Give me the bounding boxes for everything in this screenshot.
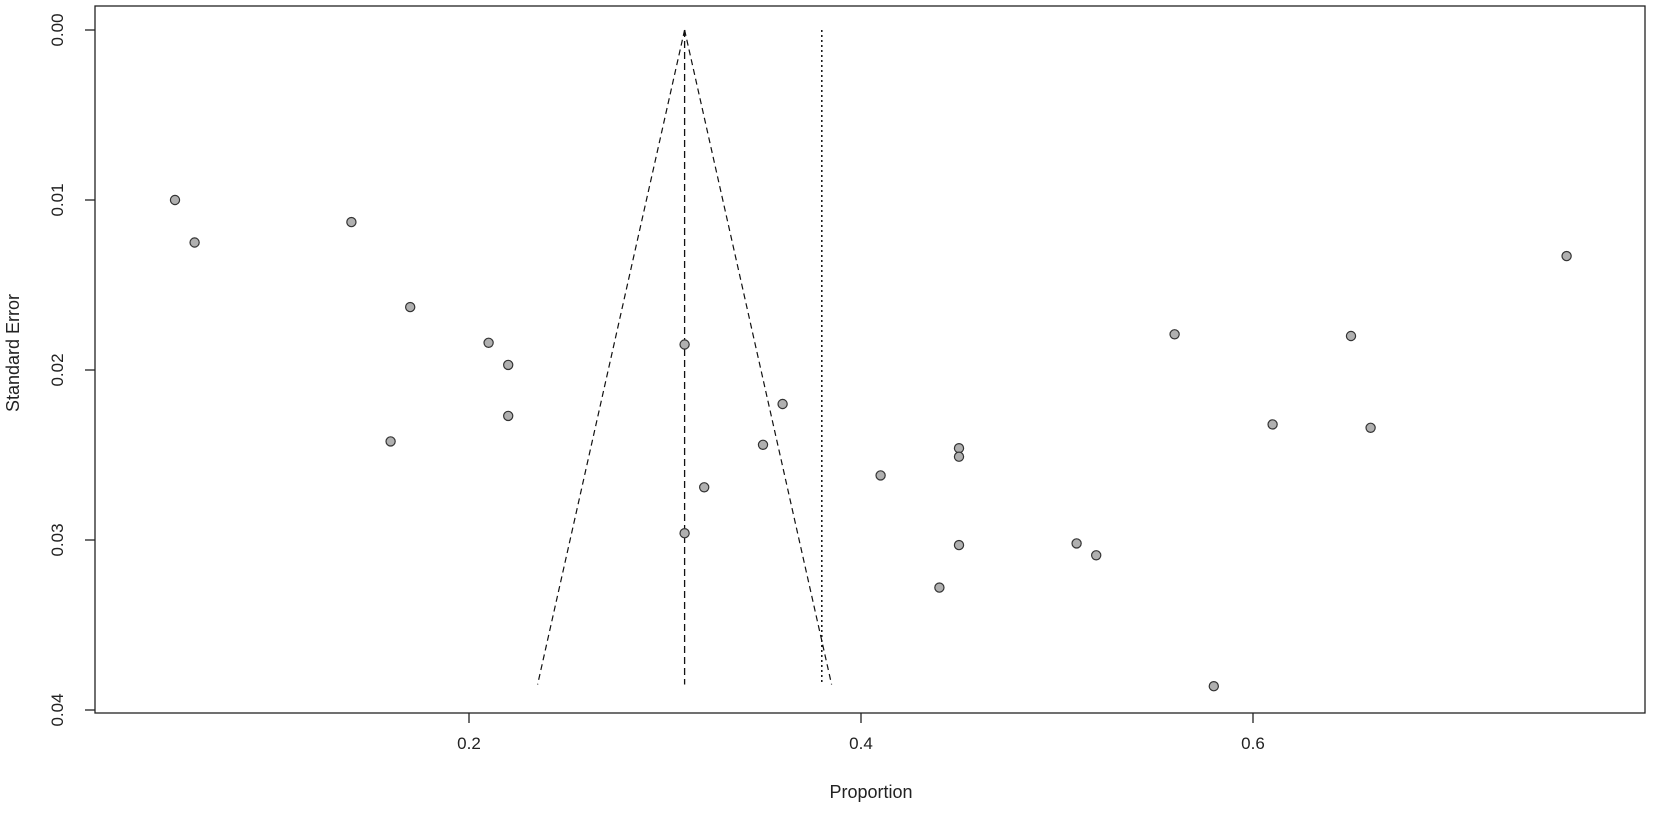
data-point xyxy=(1267,419,1278,430)
data-point xyxy=(1071,538,1082,549)
y-axis-title: Standard Error xyxy=(3,294,23,412)
axes-layer: 0.2 0.4 0.6 0.00 0.01 0.02 0.03 0.04 xyxy=(48,5,1646,753)
data-point xyxy=(483,337,494,348)
data-point xyxy=(346,216,357,228)
plot-frame xyxy=(94,5,1646,714)
data-point xyxy=(503,359,514,371)
data-point xyxy=(679,339,690,350)
funnel-layer xyxy=(537,29,833,685)
data-point xyxy=(1345,330,1357,342)
y-tick-label: 0.02 xyxy=(48,353,67,386)
data-point xyxy=(169,194,181,206)
funnel-right-boundary xyxy=(684,29,833,685)
x-tick-label: 0.6 xyxy=(1241,734,1265,753)
y-tick-label: 0.03 xyxy=(48,523,67,556)
y-tick-label: 0.01 xyxy=(48,183,67,216)
points-layer xyxy=(169,194,1572,692)
data-point xyxy=(953,443,965,454)
data-point xyxy=(1208,681,1220,692)
data-point xyxy=(1169,329,1180,340)
data-point xyxy=(1561,250,1572,262)
reference-lines-layer xyxy=(683,30,823,685)
data-point xyxy=(875,470,886,481)
data-point xyxy=(679,528,690,539)
data-point xyxy=(385,436,396,447)
data-point xyxy=(934,582,945,593)
data-point xyxy=(503,410,514,422)
data-point xyxy=(189,237,200,248)
x-axis-title: Proportion xyxy=(829,782,912,802)
y-tick-label: 0.04 xyxy=(48,693,67,726)
data-point xyxy=(953,451,965,462)
data-point xyxy=(1090,550,1102,561)
x-tick-label: 0.2 xyxy=(457,734,481,753)
data-point xyxy=(699,482,710,493)
y-tick-label: 0.00 xyxy=(48,13,67,46)
data-point xyxy=(757,439,769,450)
x-tick-label: 0.4 xyxy=(849,734,873,753)
data-point xyxy=(1365,422,1376,433)
data-point xyxy=(405,301,416,313)
data-point xyxy=(777,398,788,410)
data-point xyxy=(953,539,965,551)
funnel-left-boundary xyxy=(537,29,686,685)
